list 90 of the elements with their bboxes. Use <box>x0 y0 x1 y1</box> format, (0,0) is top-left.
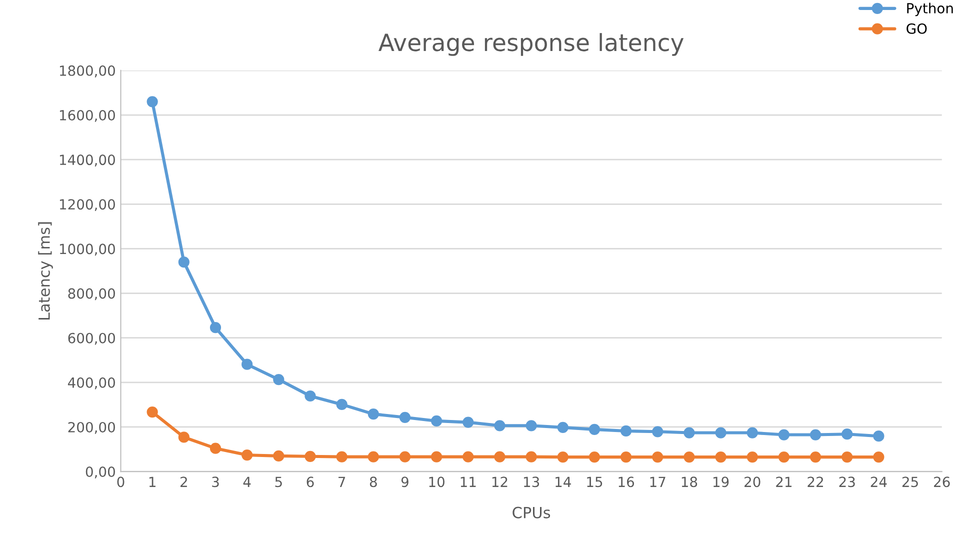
point <box>210 322 222 334</box>
y-tick-label: 600,00 <box>68 332 115 345</box>
x-tick-label: 19 <box>713 476 729 488</box>
y-tick-label: 1800,00 <box>60 65 115 78</box>
x-tick-label: 5 <box>275 476 282 488</box>
point <box>336 398 348 410</box>
point <box>336 451 348 462</box>
x-tick-label: 3 <box>212 476 219 488</box>
y-tick-label: 0,00 <box>86 466 115 478</box>
point <box>146 406 158 418</box>
point <box>178 256 190 268</box>
x-tick-label: 10 <box>429 476 444 488</box>
point <box>810 452 822 463</box>
x-tick-label: 7 <box>338 476 346 487</box>
y-tick-label: 1000,00 <box>60 244 115 256</box>
point <box>304 450 316 462</box>
chart-title: Average response latency <box>378 33 684 56</box>
x-tick-label: 14 <box>556 476 571 487</box>
point <box>746 427 758 438</box>
point <box>620 452 632 463</box>
point <box>273 450 284 462</box>
point <box>368 408 379 420</box>
point <box>873 452 884 463</box>
point <box>842 452 853 463</box>
x-tick-label: 12 <box>492 476 508 487</box>
point <box>462 416 474 428</box>
y-tick-label: 800,00 <box>68 288 115 300</box>
point <box>210 442 222 454</box>
point <box>399 451 411 462</box>
point <box>526 451 537 462</box>
point <box>494 451 506 462</box>
x-tick-label: 4 <box>243 476 251 487</box>
point <box>873 430 884 442</box>
point <box>652 452 664 463</box>
point <box>715 427 726 438</box>
x-tick-label: 20 <box>744 476 760 488</box>
x-tick-label: 6 <box>306 476 314 488</box>
y-tick-label: 1600,00 <box>60 110 115 122</box>
legend-label: Python <box>907 2 953 16</box>
x-tick-label: 26 <box>934 476 950 488</box>
point <box>273 374 284 386</box>
point <box>399 412 411 423</box>
point <box>684 427 695 438</box>
x-tick-label: 24 <box>870 476 887 487</box>
point <box>431 451 442 462</box>
point <box>778 429 790 440</box>
x-tick-label: 11 <box>460 476 476 487</box>
point <box>462 451 474 462</box>
point <box>810 429 822 440</box>
legend-label: GO <box>906 23 927 34</box>
x-tick-label: 25 <box>902 476 918 488</box>
point <box>557 422 568 433</box>
x-tick-label: 23 <box>839 476 855 488</box>
x-tick-label: 17 <box>650 476 666 487</box>
x-tick-label: 18 <box>682 476 698 488</box>
x-tick-label: 9 <box>401 476 408 488</box>
y-tick-label: 200,00 <box>68 422 115 434</box>
x-tick-label: 2 <box>180 476 187 487</box>
point <box>178 432 190 443</box>
point <box>746 452 758 463</box>
point <box>368 451 379 462</box>
point <box>652 426 664 438</box>
x-tick-label: 1 <box>149 476 156 487</box>
x-tick-label: 22 <box>808 476 823 487</box>
point <box>620 425 632 437</box>
x-axis-title: CPUs <box>512 506 550 518</box>
point <box>242 449 253 461</box>
x-tick-label: 21 <box>776 476 792 487</box>
point <box>715 452 726 463</box>
x-tick-label: 0 <box>117 476 124 488</box>
point <box>304 390 316 402</box>
point <box>778 452 790 463</box>
point <box>557 452 568 463</box>
point <box>431 415 442 427</box>
x-tick-label: 13 <box>524 476 540 488</box>
x-tick-label: 16 <box>618 476 634 488</box>
y-tick-label: 400,00 <box>68 377 115 390</box>
y-axis-title: Latency [ms] <box>38 222 53 320</box>
y-tick-label: 1200,00 <box>60 199 115 212</box>
point <box>146 96 158 108</box>
point <box>526 420 537 432</box>
point <box>494 420 506 432</box>
point <box>588 424 600 435</box>
y-tick-label: 1400,00 <box>60 154 115 166</box>
point <box>588 452 600 463</box>
point <box>242 358 253 370</box>
x-tick-label: 15 <box>587 476 602 488</box>
x-tick-label: 8 <box>370 476 377 488</box>
point <box>842 428 853 440</box>
point <box>684 452 695 463</box>
